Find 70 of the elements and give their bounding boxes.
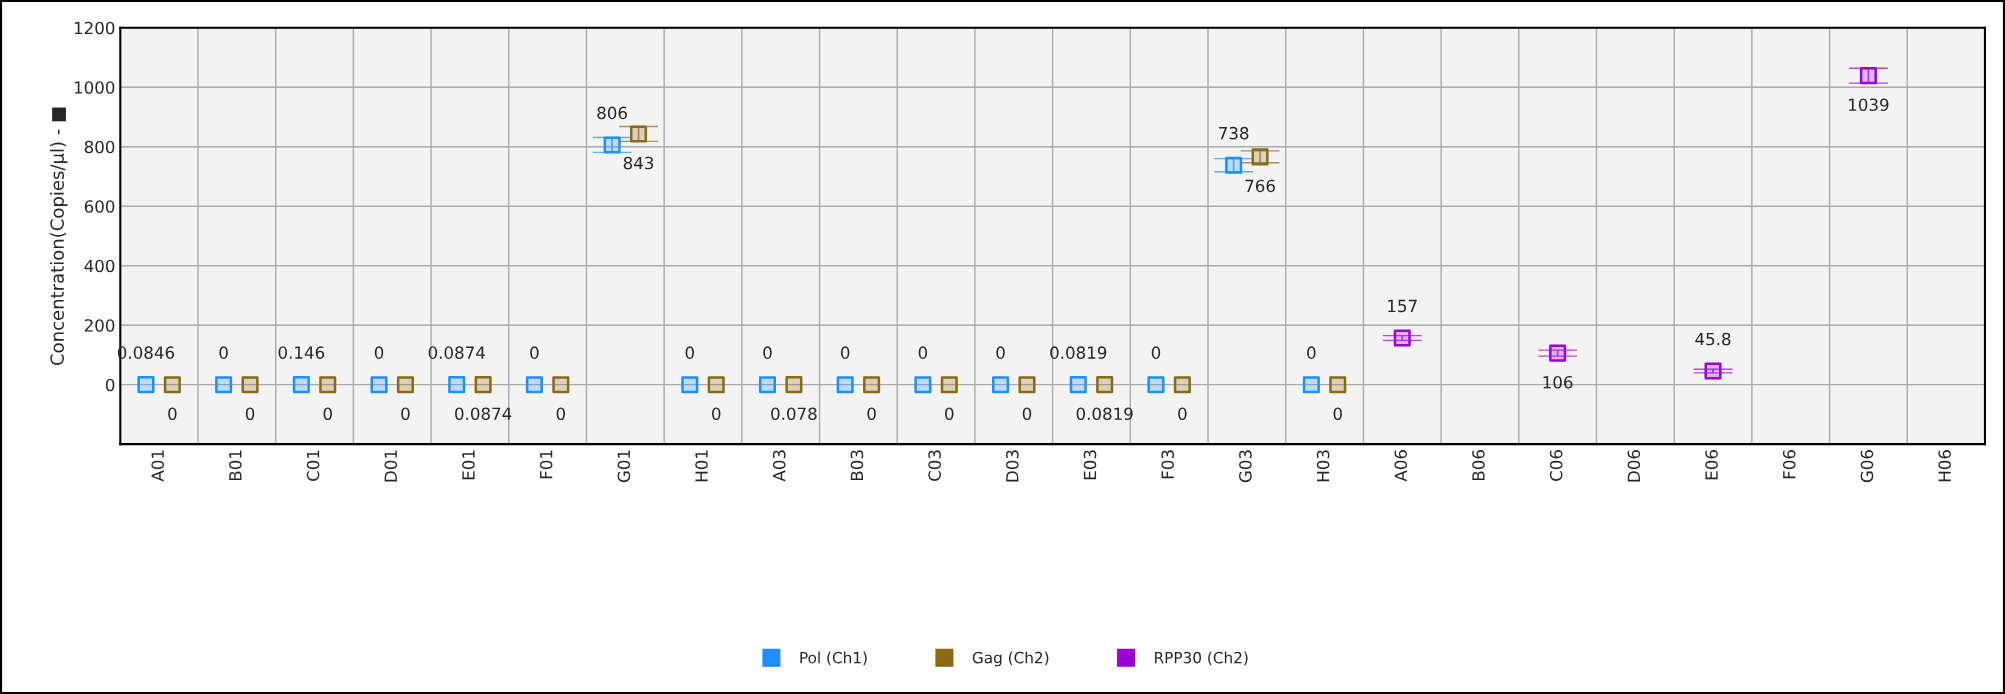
data-label: 0 [374,346,384,359]
x-tick-label: C01 [306,450,320,481]
y-axis-title: Concentration(Copies/µl) - ■ [49,107,68,365]
data-label: 0.0819 [1076,407,1133,421]
data-label: 0 [323,407,332,421]
x-tick-label: B03 [850,450,864,481]
y-tick-label: 600 [84,200,115,213]
x-tick-label: H06 [1938,450,1951,482]
x-tick-label: H01 [695,450,708,482]
x-tick-label: F06 [1782,450,1796,479]
x-tick-label: D03 [1006,450,1019,482]
data-label: 1039 [1849,98,1889,112]
x-tick-label: E06 [1705,450,1718,480]
data-label: 0 [1178,407,1187,421]
data-label: 0 [245,407,255,421]
data-label: 806 [597,106,627,120]
y-tick-label: 0 [105,378,115,392]
x-tick-label: H03 [1316,450,1330,482]
x-tick-label: G03 [1239,450,1252,483]
legend-label: Gag (Ch2) [972,651,1049,667]
data-label: 0 [918,346,928,359]
data-label: 0 [996,346,1005,359]
legend-label: RPP30 (Ch2) [1155,651,1248,666]
data-label: 0 [712,407,721,421]
x-tick-label: B01 [229,450,242,481]
y-tick-label: 1200 [74,21,115,35]
x-tick-label: A01 [151,450,164,482]
x-tick-label: F01 [539,450,553,479]
x-tick-label: A06 [1394,450,1408,482]
data-label: 843 [623,156,654,170]
y-tick-label: 200 [84,319,115,332]
data-label: 0 [219,346,228,359]
data-label: 0.146 [278,346,325,359]
data-label: 766 [1245,179,1275,193]
data-label: 0.0874 [428,346,485,359]
data-label: 0 [763,346,772,359]
data-label: 0 [840,346,850,359]
x-tick-label: C03 [928,450,941,481]
y-tick-label: 1000 [74,81,115,94]
data-label: 738 [1219,126,1249,140]
x-tick-label: G06 [1860,450,1874,483]
x-tick-label: C06 [1549,450,1563,481]
data-label: 0 [945,407,954,421]
data-label: 0 [685,346,694,359]
x-tick-label: G01 [617,450,631,483]
x-tick-label: E03 [1083,450,1097,480]
data-label: 0 [1022,407,1032,421]
data-label: 0.0819 [1050,346,1107,359]
x-tick-label: B06 [1472,450,1485,481]
data-label: 0 [556,407,566,421]
legend-label: Pol (Ch1) [800,651,867,666]
data-label: 0.078 [771,407,817,421]
x-tick-label: D01 [384,450,398,482]
data-label: 0.0874 [455,407,512,421]
data-label: 0 [168,407,177,421]
y-tick-label: 800 [84,140,115,154]
data-label: 0 [530,346,539,359]
data-label: 45.8 [1695,332,1731,346]
data-label: 0 [401,407,410,421]
data-label: 0 [1151,346,1161,359]
x-tick-label: A03 [772,450,786,482]
data-label: 0 [867,407,876,421]
data-label: 0 [1307,346,1316,359]
data-label: 0 [1333,407,1342,421]
data-label: 157 [1388,299,1417,313]
x-tick-label: F03 [1161,450,1174,479]
data-label: 106 [1543,375,1573,389]
x-tick-label: E01 [462,450,475,480]
x-tick-label: D06 [1627,450,1641,482]
y-tick-label: 400 [84,259,115,273]
